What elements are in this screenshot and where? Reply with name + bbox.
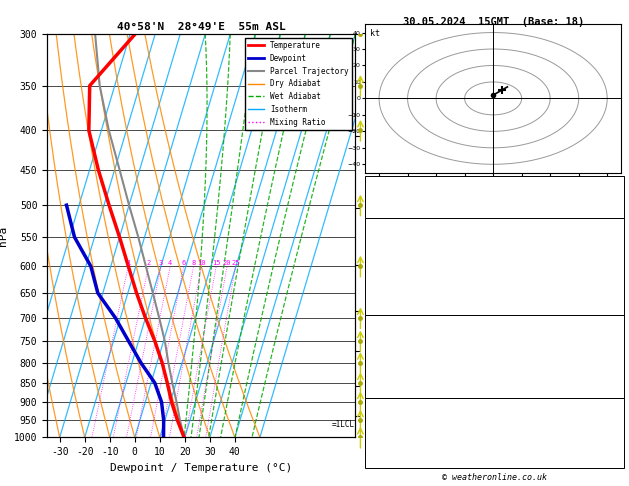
Text: 11.5: 11.5 bbox=[598, 248, 619, 257]
Text: 0: 0 bbox=[613, 373, 619, 382]
Text: EH: EH bbox=[370, 415, 381, 423]
Text: 0: 0 bbox=[613, 290, 619, 298]
Text: 3: 3 bbox=[159, 260, 163, 266]
Text: PW (cm): PW (cm) bbox=[370, 206, 408, 215]
Text: 25: 25 bbox=[231, 260, 240, 266]
Text: 2.09: 2.09 bbox=[598, 206, 619, 215]
Text: 5: 5 bbox=[613, 456, 619, 465]
Text: 2: 2 bbox=[613, 359, 619, 368]
Text: θₑ (K): θₑ (K) bbox=[370, 345, 402, 354]
Text: 15: 15 bbox=[212, 260, 221, 266]
Text: CIN (J): CIN (J) bbox=[370, 303, 408, 312]
Text: 316: 316 bbox=[603, 261, 619, 271]
Title: 40°58'N  28°49'E  55m ASL: 40°58'N 28°49'E 55m ASL bbox=[117, 22, 286, 32]
Text: 20: 20 bbox=[223, 260, 231, 266]
Text: Pressure (mb): Pressure (mb) bbox=[370, 331, 440, 340]
Text: Lifted Index: Lifted Index bbox=[370, 359, 435, 368]
Text: kt: kt bbox=[370, 29, 380, 38]
Text: CAPE (J): CAPE (J) bbox=[370, 373, 413, 382]
Text: Totals Totals: Totals Totals bbox=[370, 192, 440, 201]
Text: 291°: 291° bbox=[598, 442, 619, 451]
Text: 1006: 1006 bbox=[598, 331, 619, 340]
Text: 47: 47 bbox=[608, 192, 619, 201]
Text: Temp (°C): Temp (°C) bbox=[370, 234, 418, 243]
Text: StmDir: StmDir bbox=[370, 442, 402, 451]
Text: 19.7: 19.7 bbox=[598, 234, 619, 243]
Text: Hodograph: Hodograph bbox=[470, 400, 518, 410]
Text: =1LCL: =1LCL bbox=[331, 420, 355, 429]
Text: Dewp (°C): Dewp (°C) bbox=[370, 248, 418, 257]
Text: StmSpd (kt): StmSpd (kt) bbox=[370, 456, 429, 465]
Text: Surface: Surface bbox=[476, 220, 513, 229]
Text: 0: 0 bbox=[613, 387, 619, 396]
Text: CAPE (J): CAPE (J) bbox=[370, 290, 413, 298]
Legend: Temperature, Dewpoint, Parcel Trajectory, Dry Adiabat, Wet Adiabat, Isotherm, Mi: Temperature, Dewpoint, Parcel Trajectory… bbox=[245, 38, 352, 130]
Text: 1: 1 bbox=[126, 260, 130, 266]
Text: SREH: SREH bbox=[370, 428, 391, 437]
X-axis label: Dewpoint / Temperature (°C): Dewpoint / Temperature (°C) bbox=[110, 463, 292, 473]
Text: 6: 6 bbox=[182, 260, 186, 266]
Text: θₑ(K): θₑ(K) bbox=[370, 261, 397, 271]
Text: Lifted Index: Lifted Index bbox=[370, 276, 435, 285]
Text: © weatheronline.co.uk: © weatheronline.co.uk bbox=[442, 473, 547, 482]
Text: 0: 0 bbox=[613, 303, 619, 312]
Y-axis label: hPa: hPa bbox=[0, 226, 8, 246]
Text: 30.05.2024  15GMT  (Base: 18): 30.05.2024 15GMT (Base: 18) bbox=[403, 17, 584, 27]
Text: CIN (J): CIN (J) bbox=[370, 387, 408, 396]
Text: 2: 2 bbox=[613, 276, 619, 285]
Text: Mixing Ratio (g/kg): Mixing Ratio (g/kg) bbox=[396, 188, 404, 283]
Text: 2: 2 bbox=[147, 260, 150, 266]
Text: 6: 6 bbox=[613, 415, 619, 423]
Y-axis label: km
ASL: km ASL bbox=[390, 225, 408, 246]
Text: Most Unstable: Most Unstable bbox=[459, 317, 530, 326]
Text: K: K bbox=[370, 178, 376, 188]
Text: 4: 4 bbox=[168, 260, 172, 266]
Text: 8: 8 bbox=[191, 260, 196, 266]
Text: 24: 24 bbox=[608, 178, 619, 188]
Text: 10: 10 bbox=[198, 260, 206, 266]
Text: 316: 316 bbox=[603, 345, 619, 354]
Text: 11: 11 bbox=[608, 428, 619, 437]
